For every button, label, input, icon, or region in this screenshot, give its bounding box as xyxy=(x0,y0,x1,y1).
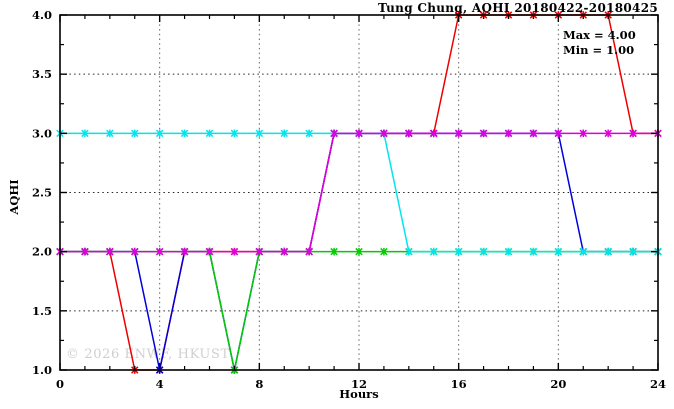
y-axis-tick-label: 4.0 xyxy=(32,8,52,22)
axis-titles: Hours AQHI xyxy=(7,179,379,401)
watermark-layer: © 2026 ENWF, HKUST xyxy=(66,347,230,362)
y-axis-tick-label: 1.0 xyxy=(32,363,52,377)
data-point-marker xyxy=(479,247,488,256)
data-point-marker xyxy=(504,247,513,256)
data-point-marker xyxy=(579,129,587,138)
data-point-marker xyxy=(81,129,89,138)
data-point-marker xyxy=(504,129,513,138)
data-point-marker xyxy=(255,247,264,256)
data-point-marker xyxy=(230,129,239,138)
data-point-marker xyxy=(629,247,637,256)
x-axis-tick-label: 16 xyxy=(451,377,467,391)
labels-layer: 1.0 1.5 2.0 2.5 3.0 3.5 4.0 0 4 8 12 16 20 24 xyxy=(32,8,666,391)
data-point-marker xyxy=(380,247,388,256)
data-point-marker xyxy=(155,129,164,138)
legend-min-value: Min = 1.00 xyxy=(563,43,634,57)
ticks-layer xyxy=(59,14,659,371)
data-point-marker xyxy=(405,247,413,256)
data-point-marker xyxy=(330,129,338,138)
data-point-marker xyxy=(430,129,438,138)
y-axis-tick-label: 1.5 xyxy=(32,304,52,318)
data-point-marker xyxy=(405,129,413,138)
data-point-marker xyxy=(180,247,189,256)
data-point-marker xyxy=(106,129,114,138)
x-axis-tick-label: 0 xyxy=(56,377,64,391)
data-point-marker xyxy=(106,247,114,256)
data-point-marker xyxy=(380,129,388,138)
data-point-marker xyxy=(554,129,563,138)
data-point-marker xyxy=(554,247,563,256)
data-point-marker xyxy=(529,247,538,256)
chart-title-group: Tung Chung, AQHI 20180422-20180425 xyxy=(378,1,658,15)
y-axis-tick-label: 3.5 xyxy=(32,67,52,81)
legend-box: Max = 4.00 Min = 1.00 xyxy=(563,28,636,57)
data-point-marker xyxy=(454,129,463,138)
data-point-marker xyxy=(604,247,612,256)
data-point-marker xyxy=(131,247,139,256)
data-point-marker xyxy=(629,129,637,138)
x-axis-tick-label: 8 xyxy=(255,377,263,391)
data-point-marker xyxy=(305,129,313,138)
x-axis-title: Hours xyxy=(339,387,378,401)
data-point-marker xyxy=(180,129,189,138)
x-axis-tick-label: 12 xyxy=(351,377,367,391)
data-point-marker xyxy=(155,247,164,256)
data-point-marker xyxy=(205,247,214,256)
data-point-marker xyxy=(604,129,612,138)
data-point-marker xyxy=(280,129,288,138)
data-point-marker xyxy=(454,247,463,256)
data-point-marker xyxy=(131,129,139,138)
data-point-marker xyxy=(355,247,363,256)
legend-max-value: Max = 4.00 xyxy=(563,28,636,42)
watermark-text: © 2026 ENWF, HKUST xyxy=(66,347,230,362)
data-point-marker xyxy=(430,247,438,256)
data-point-marker xyxy=(355,129,363,138)
data-point-marker xyxy=(81,247,89,256)
series-layer xyxy=(56,11,662,374)
data-point-marker xyxy=(205,129,214,138)
y-axis-title: AQHI xyxy=(7,179,21,215)
data-point-marker xyxy=(330,247,338,256)
data-point-marker xyxy=(579,247,587,256)
data-point-marker xyxy=(230,247,239,256)
y-axis-tick-label: 3.0 xyxy=(32,126,52,140)
y-axis-tick-label: 2.0 xyxy=(32,245,52,259)
data-point-marker xyxy=(305,247,313,256)
x-axis-tick-label: 4 xyxy=(156,377,164,391)
chart-title: Tung Chung, AQHI 20180422-20180425 xyxy=(378,1,658,15)
x-axis-tick-label: 24 xyxy=(650,377,666,391)
data-point-marker xyxy=(479,129,488,138)
grid-layer xyxy=(60,15,658,370)
data-point-marker xyxy=(255,129,264,138)
x-axis-tick-label: 20 xyxy=(550,377,566,391)
data-point-marker xyxy=(529,129,538,138)
y-axis-tick-label: 2.5 xyxy=(32,186,52,200)
data-point-marker xyxy=(280,247,288,256)
